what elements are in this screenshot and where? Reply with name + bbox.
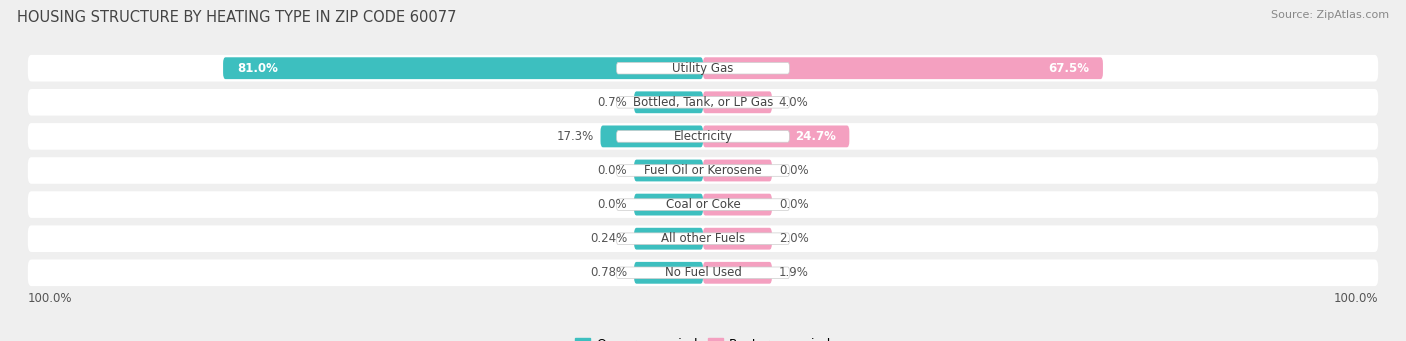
FancyBboxPatch shape xyxy=(703,125,849,147)
FancyBboxPatch shape xyxy=(28,89,1378,116)
Legend: Owner-occupied, Renter-occupied: Owner-occupied, Renter-occupied xyxy=(575,338,831,341)
FancyBboxPatch shape xyxy=(703,57,1102,79)
Text: 17.3%: 17.3% xyxy=(557,130,593,143)
FancyBboxPatch shape xyxy=(617,165,789,176)
Text: 24.7%: 24.7% xyxy=(794,130,835,143)
Text: 2.0%: 2.0% xyxy=(779,232,808,245)
FancyBboxPatch shape xyxy=(634,194,703,216)
Text: All other Fuels: All other Fuels xyxy=(661,232,745,245)
FancyBboxPatch shape xyxy=(617,233,789,244)
FancyBboxPatch shape xyxy=(703,91,772,113)
Text: Fuel Oil or Kerosene: Fuel Oil or Kerosene xyxy=(644,164,762,177)
FancyBboxPatch shape xyxy=(703,228,772,250)
Text: 100.0%: 100.0% xyxy=(1334,292,1378,305)
Text: Source: ZipAtlas.com: Source: ZipAtlas.com xyxy=(1271,10,1389,20)
Text: HOUSING STRUCTURE BY HEATING TYPE IN ZIP CODE 60077: HOUSING STRUCTURE BY HEATING TYPE IN ZIP… xyxy=(17,10,457,25)
FancyBboxPatch shape xyxy=(634,160,703,181)
FancyBboxPatch shape xyxy=(617,97,789,108)
Text: Electricity: Electricity xyxy=(673,130,733,143)
FancyBboxPatch shape xyxy=(617,199,789,210)
Text: 0.0%: 0.0% xyxy=(779,198,808,211)
FancyBboxPatch shape xyxy=(224,57,703,79)
Text: 81.0%: 81.0% xyxy=(236,62,278,75)
Text: 0.0%: 0.0% xyxy=(598,164,627,177)
Text: 0.7%: 0.7% xyxy=(598,96,627,109)
FancyBboxPatch shape xyxy=(617,62,789,74)
FancyBboxPatch shape xyxy=(28,123,1378,150)
FancyBboxPatch shape xyxy=(28,157,1378,184)
Text: Coal or Coke: Coal or Coke xyxy=(665,198,741,211)
Text: 0.78%: 0.78% xyxy=(591,266,627,279)
Text: 100.0%: 100.0% xyxy=(28,292,72,305)
Text: Utility Gas: Utility Gas xyxy=(672,62,734,75)
Text: Bottled, Tank, or LP Gas: Bottled, Tank, or LP Gas xyxy=(633,96,773,109)
Text: No Fuel Used: No Fuel Used xyxy=(665,266,741,279)
FancyBboxPatch shape xyxy=(28,191,1378,218)
FancyBboxPatch shape xyxy=(634,262,703,284)
FancyBboxPatch shape xyxy=(617,267,789,279)
FancyBboxPatch shape xyxy=(28,55,1378,81)
FancyBboxPatch shape xyxy=(703,262,772,284)
FancyBboxPatch shape xyxy=(600,125,703,147)
Text: 4.0%: 4.0% xyxy=(779,96,808,109)
Text: 0.0%: 0.0% xyxy=(598,198,627,211)
Text: 0.24%: 0.24% xyxy=(591,232,627,245)
Text: 67.5%: 67.5% xyxy=(1047,62,1090,75)
FancyBboxPatch shape xyxy=(28,260,1378,286)
FancyBboxPatch shape xyxy=(703,160,772,181)
FancyBboxPatch shape xyxy=(634,228,703,250)
FancyBboxPatch shape xyxy=(28,225,1378,252)
Text: 1.9%: 1.9% xyxy=(779,266,808,279)
FancyBboxPatch shape xyxy=(617,131,789,142)
Text: 0.0%: 0.0% xyxy=(779,164,808,177)
FancyBboxPatch shape xyxy=(703,194,772,216)
FancyBboxPatch shape xyxy=(634,91,703,113)
